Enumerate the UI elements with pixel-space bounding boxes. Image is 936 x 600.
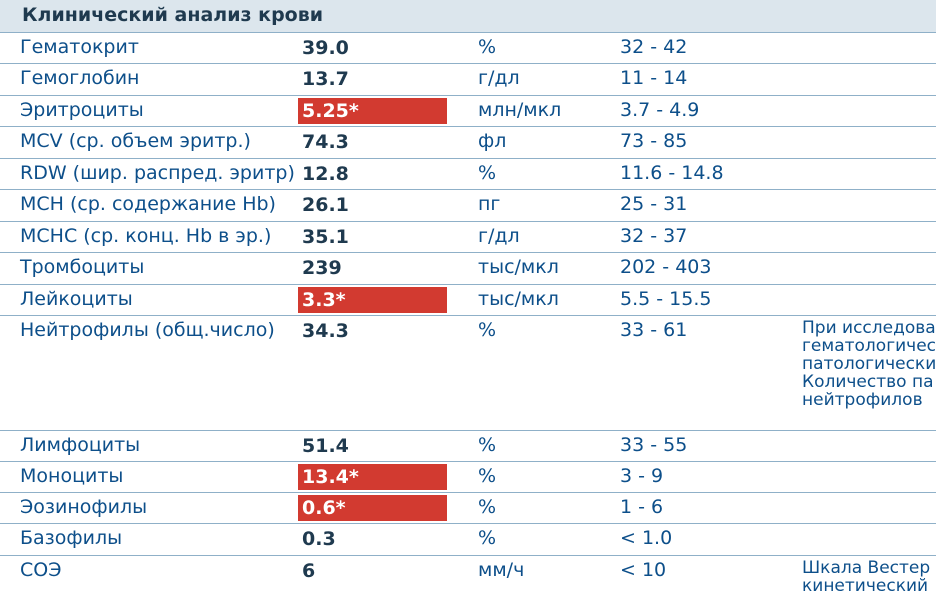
test-value: 34.3 xyxy=(302,320,349,342)
test-name: Эритроциты xyxy=(20,99,144,121)
test-comment: При исследова гематологичес патологическ… xyxy=(802,319,936,409)
report-title: Клинический анализ крови xyxy=(22,4,324,26)
test-unit: фл xyxy=(478,130,507,152)
test-unit: мм/ч xyxy=(478,559,525,581)
test-value: 0.3 xyxy=(302,528,336,550)
table-row: RDW (шир. распред. эритр) 12.8% 11.6 - 14.… xyxy=(0,158,936,190)
test-unit: тыс/мкл xyxy=(478,288,559,310)
test-value: 239 xyxy=(302,257,342,279)
test-value: 74.3 xyxy=(302,131,349,153)
flagged-value: 3.3* xyxy=(298,287,447,313)
reference-range: 33 - 61 xyxy=(620,319,688,341)
test-unit: г/дл xyxy=(478,67,520,89)
test-name: Лимфоциты xyxy=(20,434,141,456)
reference-range: 25 - 31 xyxy=(620,193,688,215)
reference-range: 202 - 403 xyxy=(620,256,712,278)
test-unit: % xyxy=(478,496,497,518)
test-value: 51.4 xyxy=(302,435,349,457)
reference-range: 33 - 55 xyxy=(620,434,688,456)
table-row: MCHC (ср. конц. Hb в эр.) 35.1 г/дл 32 - 37 xyxy=(0,221,936,253)
table-row: Эритроциты 5.25* млн/мкл 3.7 - 4.9 xyxy=(0,95,936,127)
test-name: MCV (ср. объем эритр.) xyxy=(20,130,251,152)
test-name: Базофилы xyxy=(20,527,123,549)
test-unit: % xyxy=(478,434,497,456)
table-row: Гемоглобин 13.7 г/дл 11 - 14 xyxy=(0,63,936,96)
table-row: Моноциты 13.4*% 3 - 9 xyxy=(0,461,936,493)
table-row: СОЭ 6 мм/ч < 10 Шкала Вестер кинетический xyxy=(0,555,936,600)
test-value: 12.8 xyxy=(302,163,349,185)
test-name: MCH (ср. содержание Hb) xyxy=(20,193,276,215)
reference-range: 3 - 9 xyxy=(620,465,664,487)
flagged-value: 5.25* xyxy=(298,98,447,124)
table-row: Эозинофилы 0.6*% 1 - 6 xyxy=(0,492,936,524)
reference-range: < 1.0 xyxy=(620,527,673,549)
test-value: 39.0 xyxy=(302,37,349,59)
reference-range: 5.5 - 15.5 xyxy=(620,288,712,310)
table-row: Тромбоциты 239 тыс/мкл 202 - 403 xyxy=(0,252,936,285)
reference-range: 11.6 - 14.8 xyxy=(620,162,724,184)
reference-range: 3.7 - 4.9 xyxy=(620,99,700,121)
report-header: Клинический анализ крови xyxy=(0,0,936,33)
table-row: Лимфоциты 51.4% 33 - 55 xyxy=(0,430,936,462)
table-row: Лейкоциты 3.3* тыс/мкл 5.5 - 15.5 xyxy=(0,284,936,316)
test-unit: % xyxy=(478,319,497,341)
table-row: Гематокрит 39.0% 32 - 42 xyxy=(0,32,936,64)
test-name: Гемоглобин xyxy=(20,67,140,89)
flagged-value: 0.6* xyxy=(298,495,447,521)
reference-range: 32 - 37 xyxy=(620,225,688,247)
test-value: 35.1 xyxy=(302,226,349,248)
test-name: СОЭ xyxy=(20,559,62,581)
test-unit: пг xyxy=(478,193,501,215)
table-row: Базофилы 0.3% < 1.0 xyxy=(0,523,936,556)
reference-range: 73 - 85 xyxy=(620,130,688,152)
test-unit: % xyxy=(478,527,497,549)
test-unit: г/дл xyxy=(478,225,520,247)
reference-range: 32 - 42 xyxy=(620,36,688,58)
test-name: RDW (шир. распред. эритр) xyxy=(20,162,295,184)
test-unit: % xyxy=(478,162,497,184)
test-comment: Шкала Вестер кинетический xyxy=(802,559,931,595)
reference-range: 11 - 14 xyxy=(620,67,688,89)
test-name: Гематокрит xyxy=(20,36,139,58)
test-value: 6 xyxy=(302,560,316,582)
table-row: Нейтрофилы (общ.число) 34.3% 33 - 61 При ис… xyxy=(0,315,936,431)
test-name: Нейтрофилы (общ.число) xyxy=(20,319,275,341)
test-name: Моноциты xyxy=(20,465,124,487)
flagged-value: 13.4* xyxy=(298,464,447,490)
test-unit: тыс/мкл xyxy=(478,256,559,278)
test-name: Эозинофилы xyxy=(20,496,148,518)
test-unit: млн/мкл xyxy=(478,99,562,121)
test-name: Тромбоциты xyxy=(20,256,145,278)
test-unit: % xyxy=(478,36,497,58)
test-value: 13.7 xyxy=(302,68,349,90)
reference-range: 1 - 6 xyxy=(620,496,664,518)
table-row: MCV (ср. объем эритр.) 74.3 фл 73 - 85 xyxy=(0,126,936,159)
reference-range: < 10 xyxy=(620,559,667,581)
test-value: 26.1 xyxy=(302,194,349,216)
test-unit: % xyxy=(478,465,497,487)
test-name: Лейкоциты xyxy=(20,288,133,310)
table-row: MCH (ср. содержание Hb) 26.1 пг 25 - 31 xyxy=(0,189,936,222)
test-name: MCHC (ср. конц. Hb в эр.) xyxy=(20,225,272,247)
